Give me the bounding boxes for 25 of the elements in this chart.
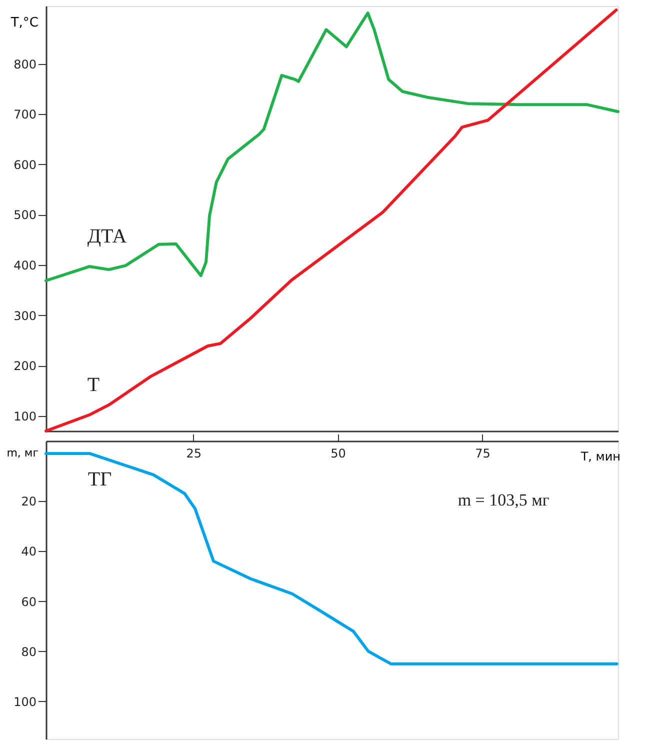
y-tick-label: 100	[14, 694, 36, 709]
y-tick-label: 400	[14, 258, 36, 273]
y-tick-label: 100	[14, 409, 36, 424]
y-tick-label: 200	[14, 359, 36, 374]
series-label: Т	[87, 374, 100, 396]
line-series	[44, 8, 618, 432]
y-axis-title: T,°C	[10, 16, 38, 30]
y-tick-label: 700	[14, 108, 36, 122]
x-tick-label: 50	[330, 446, 346, 460]
series-label: ДТА	[87, 226, 128, 248]
y-tick-label: 300	[14, 308, 36, 323]
line-series	[44, 12, 620, 282]
y-tick-label: 80	[21, 644, 36, 659]
y-tick-label: 500	[14, 208, 36, 222]
annotation: m = 103,5 мг	[458, 490, 550, 510]
series-label: ТГ	[88, 468, 112, 491]
y-tick-label: 40	[21, 544, 36, 559]
x-tick-label: 75	[475, 446, 490, 460]
y-tick-label: 800	[14, 57, 36, 72]
y-axis-title: m, мг	[6, 446, 39, 460]
y-tick-label: 60	[21, 594, 36, 609]
y-tick-label: 600	[14, 158, 36, 172]
y-tick-label: 20	[21, 494, 36, 509]
x-tick-label: 25	[186, 446, 202, 460]
x-axis-title: Т, мин	[580, 450, 620, 464]
